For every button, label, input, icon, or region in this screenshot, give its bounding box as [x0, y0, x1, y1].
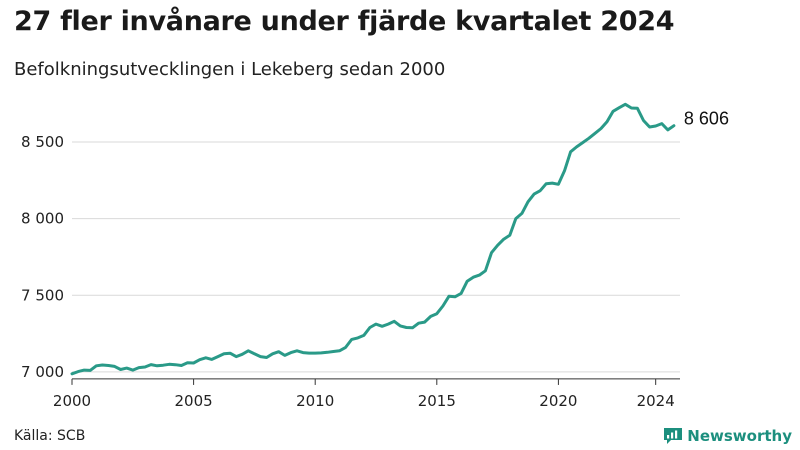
page-subtitle: Befolkningsutvecklingen i Lekeberg sedan…: [14, 59, 446, 80]
y-tick-label: 7 500: [21, 286, 64, 304]
x-tick-label: 2000: [53, 392, 91, 410]
brand-name: Newsworthy: [687, 427, 792, 445]
y-tick-label: 7 000: [21, 363, 64, 381]
brand-logo: Newsworthy: [663, 427, 792, 445]
x-tick-label: 2015: [418, 392, 456, 410]
y-tick-label: 8 500: [21, 133, 64, 151]
end-value-label: 8 606: [684, 109, 729, 129]
source-note: Källa: SCB: [14, 428, 86, 444]
x-tick-label: 2020: [539, 392, 577, 410]
page-title: 27 fler invånare under fjärde kvartalet …: [14, 6, 675, 37]
labels: 8 606: [684, 109, 729, 129]
y-tick-label: 8 000: [21, 210, 64, 228]
series-layer: [70, 102, 676, 376]
x-tick-label: 2024: [637, 392, 675, 410]
series-line: [70, 102, 676, 376]
bar-chart-icon: [664, 428, 683, 444]
x-tick-label: 2010: [296, 392, 334, 410]
x-tick-label: 2005: [175, 392, 213, 410]
axes: 7 000 7 500 8 000 8 500 2000 2005 2010 2015 2020…: [21, 133, 680, 410]
gridlines: [72, 141, 680, 373]
